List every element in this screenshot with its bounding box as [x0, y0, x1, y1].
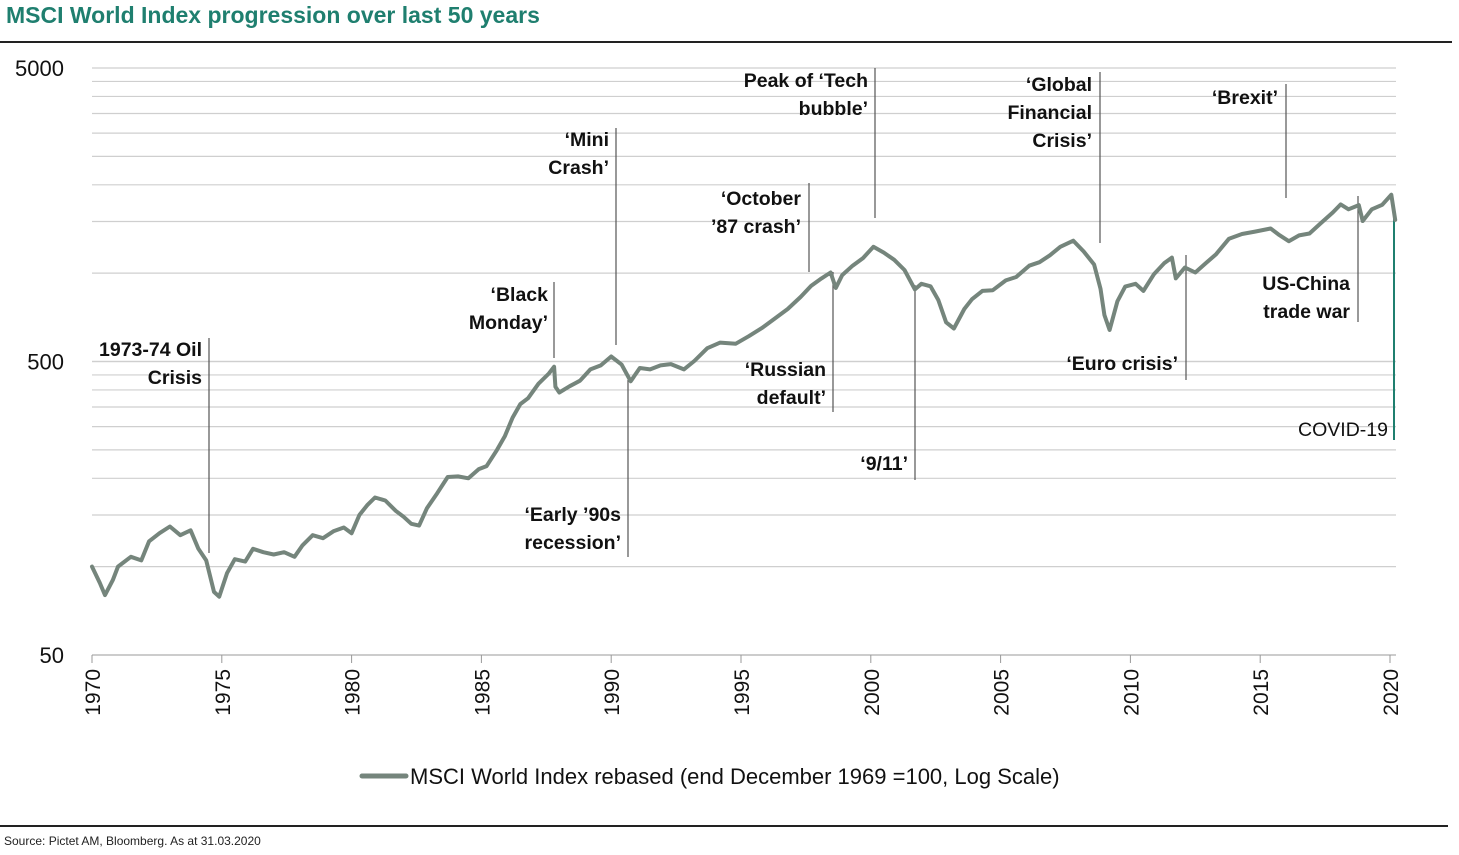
gridlines — [92, 67, 1396, 568]
annotation-label: ‘Early ’90s recession’ — [525, 504, 622, 554]
annotation-label: ‘October ’87 crash’ — [711, 188, 801, 238]
annotation-label: ‘Mini Crash’ — [548, 129, 609, 179]
x-tick-label: 2000 — [861, 669, 884, 716]
annotation-line: ‘Black — [491, 284, 549, 306]
x-tick-label: 1980 — [342, 669, 365, 716]
bottom-rule — [0, 825, 1448, 827]
annotation-label: ‘9/11’ — [860, 453, 908, 475]
annotation-line: ‘Brexit’ — [1212, 87, 1278, 109]
annotation-line: Monday’ — [469, 312, 548, 334]
annotation-line: Crisis’ — [1032, 130, 1092, 152]
annotation-line: ‘Global — [1026, 74, 1092, 96]
annotation-line: ‘Early ’90s — [525, 504, 622, 526]
annotation-line: ’87 crash’ — [711, 216, 801, 238]
y-tick-label: 5000 — [15, 56, 64, 81]
x-tick-label: 1985 — [471, 669, 494, 716]
x-tick-label: 2005 — [991, 669, 1014, 716]
annotation-label: ‘Brexit’ — [1212, 87, 1278, 109]
line-chart: 1970 1975 1980 1985 1990 1995 2000 2005 2010 2015… — [15, 56, 1403, 789]
annotation-line: bubble’ — [799, 98, 868, 120]
annotation-line: default’ — [757, 387, 826, 409]
annotation-line: COVID-19 — [1298, 419, 1388, 441]
legend: MSCI World Index rebased (end December 1… — [359, 764, 1060, 789]
annotation-line: ‘9/11’ — [860, 453, 908, 475]
top-rule — [0, 41, 1452, 43]
x-tick-label: 1970 — [82, 669, 105, 716]
x-tick-label: 2010 — [1120, 669, 1143, 716]
annotation-line: Financial — [1007, 102, 1092, 124]
annotation-label: COVID-19 — [1298, 419, 1388, 441]
x-tick-label: 1995 — [731, 669, 754, 716]
annotation-label: 1973-74 Oil Crisis — [99, 339, 202, 389]
annotation-line: trade war — [1263, 301, 1350, 323]
annotation-line: Peak of ‘Tech — [744, 70, 868, 92]
legend-label: MSCI World Index rebased (end December 1… — [410, 764, 1060, 789]
axes: 1970 1975 1980 1985 1990 1995 2000 2005 2010 2015… — [15, 56, 1403, 716]
annotation-label: ‘Russian default’ — [745, 359, 826, 409]
annotation-label: ‘Euro crisis’ — [1066, 353, 1178, 375]
series-line — [90, 192, 1398, 599]
annotation-label: Peak of ‘Tech bubble’ — [744, 70, 868, 120]
annotation-label: ‘Black Monday’ — [469, 284, 548, 334]
annotations: 1973-74 Oil Crisis ‘Black Monday’ ‘Mini Crash… — [99, 70, 1388, 554]
x-tick-label: 2015 — [1250, 669, 1273, 716]
x-tick-label: 1975 — [212, 669, 235, 716]
annotation-line: ‘Russian — [745, 359, 826, 381]
annotation-label: ‘Global Financial Crisis’ — [1007, 74, 1092, 152]
chart-title: MSCI World Index progression over last 5… — [6, 2, 540, 28]
y-tick-label: 500 — [27, 350, 64, 375]
annotation-line: recession’ — [525, 532, 621, 554]
x-tick-label: 2020 — [1380, 669, 1403, 716]
annotation-line: ‘Mini — [565, 129, 609, 151]
annotation-label: US-China trade war — [1262, 273, 1350, 323]
y-tick-label: 50 — [40, 643, 64, 668]
annotation-line: US-China — [1262, 273, 1350, 295]
annotation-line: Crash’ — [548, 157, 609, 179]
source-note: Source: Pictet AM, Bloomberg. As at 31.0… — [4, 834, 261, 848]
annotation-line: 1973-74 Oil — [99, 339, 202, 361]
x-tick-label: 1990 — [601, 669, 624, 716]
annotation-line: Crisis — [148, 367, 202, 389]
series-lines — [90, 192, 1398, 599]
annotation-line: ‘October — [721, 188, 802, 210]
annotation-line: ‘Euro crisis’ — [1066, 353, 1178, 375]
annotation-leader-lines — [208, 68, 1395, 557]
